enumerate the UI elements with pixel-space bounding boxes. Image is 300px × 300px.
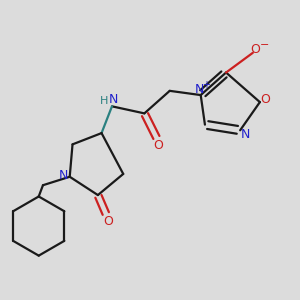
Text: N: N — [109, 93, 118, 106]
Text: O: O — [154, 139, 164, 152]
Text: O: O — [260, 93, 270, 106]
Text: −: − — [260, 40, 269, 50]
Text: N: N — [59, 169, 68, 182]
Text: N: N — [241, 128, 250, 141]
Text: N: N — [195, 83, 205, 97]
Text: O: O — [104, 215, 113, 228]
Text: H: H — [100, 96, 108, 106]
Text: +: + — [202, 80, 210, 90]
Text: O: O — [251, 44, 261, 56]
